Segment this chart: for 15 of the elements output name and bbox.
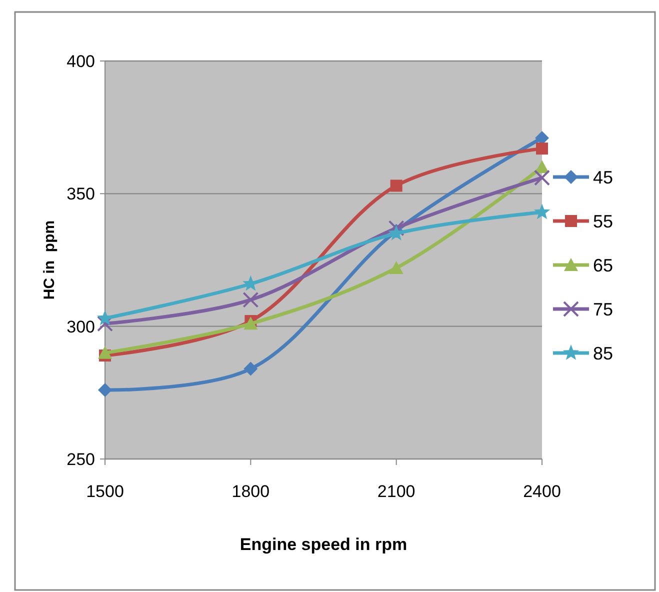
x-tick-label: 2100 xyxy=(377,482,416,501)
legend-label: 55 xyxy=(593,211,614,232)
x-tick-label: 1800 xyxy=(232,482,270,501)
x-tick-label: 2400 xyxy=(523,482,561,501)
legend-label: 75 xyxy=(593,299,614,320)
y-tick-label: 300 xyxy=(66,317,95,336)
y-tick-label: 350 xyxy=(66,184,95,204)
y-axis-title: HC in ppm xyxy=(41,220,58,300)
legend-label: 85 xyxy=(593,343,614,364)
x-axis-title: Engine speed in rpm xyxy=(240,535,408,554)
x-tick-label: 1500 xyxy=(86,482,124,501)
y-tick-label: 400 xyxy=(66,52,95,71)
y-tick-label: 250 xyxy=(66,450,95,469)
legend-label: 65 xyxy=(593,255,614,276)
legend-label: 45 xyxy=(593,167,614,188)
